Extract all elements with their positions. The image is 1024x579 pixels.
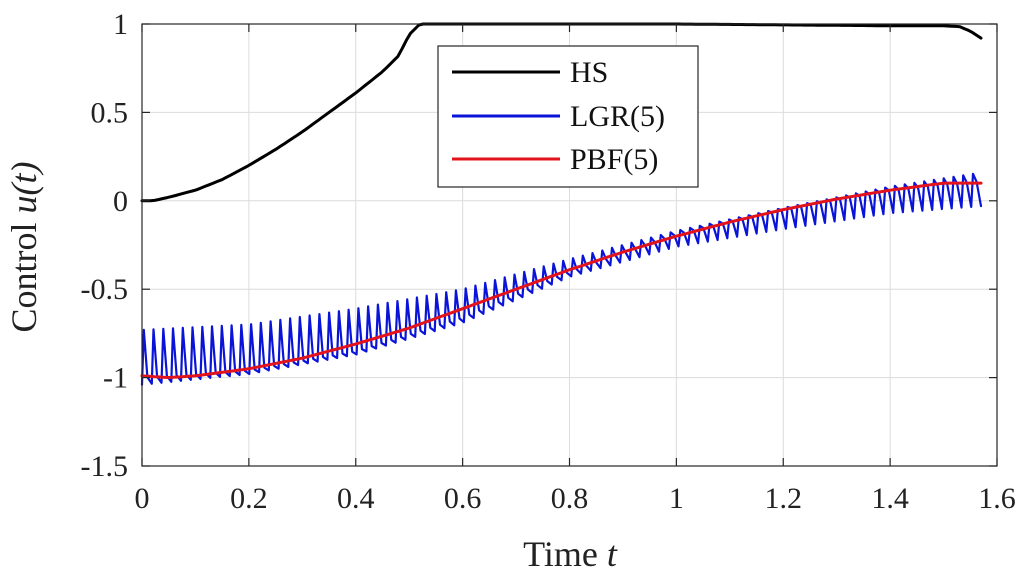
y-tick-label: 0.5 — [91, 96, 129, 129]
y-tick-label: -1 — [103, 362, 128, 395]
x-tick-label: 1 — [669, 482, 684, 515]
y-tick-label: 1 — [113, 8, 128, 41]
x-tick-label: 0.8 — [551, 482, 589, 515]
x-tick-label: 1.4 — [871, 482, 909, 515]
legend-label-pbf: PBF(5) — [570, 143, 658, 176]
x-axis-label: Time t — [523, 534, 618, 574]
legend-label-hs: HS — [570, 56, 608, 89]
series-pbf — [140, 181, 983, 379]
y-tick-labels: -1.5 -1 -0.5 0 0.5 1 — [81, 8, 129, 483]
axis-ticks — [141, 23, 998, 467]
legend-label-lgr: LGR(5) — [570, 100, 665, 133]
x-tick-label: 1.2 — [765, 482, 803, 515]
x-tick-label: 0.2 — [230, 482, 268, 515]
y-axis-label: Control u(t) — [4, 162, 44, 333]
y-tick-label: 0 — [113, 185, 128, 218]
x-tick-label: 0.4 — [337, 482, 375, 515]
x-tick-label: 0.6 — [444, 482, 482, 515]
legend: HS LGR(5) PBF(5) — [437, 45, 699, 188]
y-tick-label: -1.5 — [81, 450, 129, 483]
x-tick-labels: 0 0.2 0.4 0.6 0.8 1 1.2 1.4 1.6 — [135, 482, 1016, 515]
y-tick-label: -0.5 — [81, 273, 129, 306]
x-tick-label: 0 — [135, 482, 150, 515]
x-tick-label: 1.6 — [978, 482, 1016, 515]
